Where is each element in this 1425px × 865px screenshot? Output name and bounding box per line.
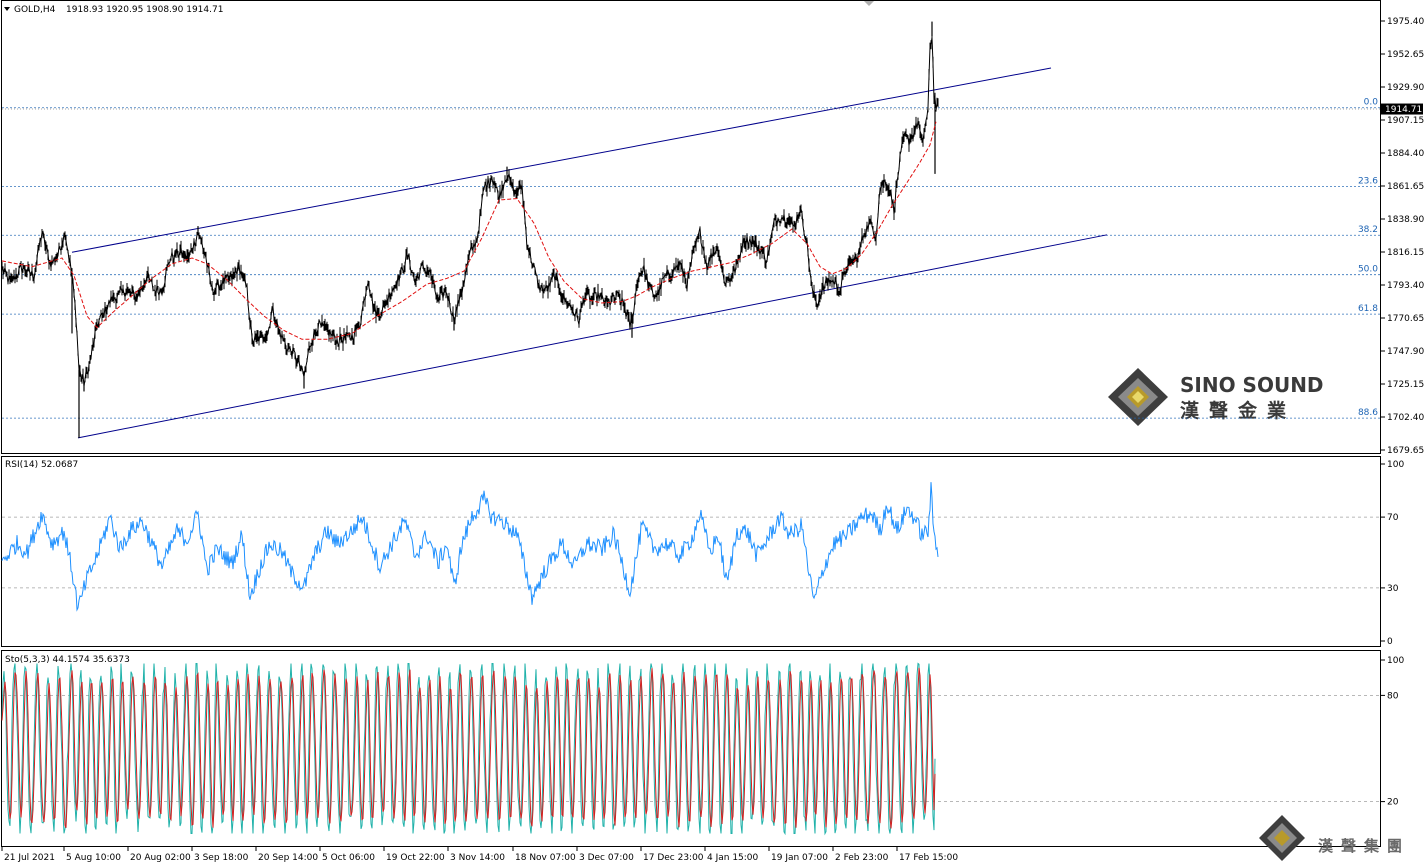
time-axis-label: 3 Nov 14:00 [450, 853, 505, 863]
price-close-line [1, 37, 939, 387]
price-axis-label: 1884.40 [1387, 149, 1424, 159]
stochastic-axis-label: 20 [1387, 798, 1399, 808]
price-axis-label: 1679.65 [1387, 446, 1424, 456]
fib-level-label: 61.8 [1358, 304, 1378, 314]
fib-level-label: 50.0 [1358, 265, 1378, 275]
price-plot: 0.0 23.6 38.2 50.0 61.8 88.6 [1, 21, 1380, 439]
price-axis-label: 1838.90 [1387, 215, 1424, 225]
price-axis-label: 1929.90 [1387, 83, 1424, 93]
price-axis-label: 1975.40 [1387, 17, 1424, 27]
sino-sound-logo [1108, 368, 1168, 426]
rsi-header: RSI(14) 52.0687 [5, 460, 78, 470]
symbol-label: GOLD,H4 [14, 5, 56, 15]
price-axis-label: 1816.15 [1387, 248, 1424, 258]
chart-menu-triangle-icon[interactable] [4, 7, 10, 11]
moving-average-line [1, 121, 937, 340]
fib-level-label: 88.6 [1358, 408, 1378, 418]
price-axis-label: 1725.15 [1387, 380, 1424, 390]
stochastic-plot [1, 662, 1380, 836]
rsi-panel[interactable] [1, 456, 1381, 647]
rsi-plot [1, 482, 1380, 612]
stochastic-axis-label: 80 [1387, 691, 1399, 701]
price-axis-label: 1952.65 [1387, 50, 1424, 60]
fib-level-label: 23.6 [1358, 177, 1378, 187]
time-axis-label: 20 Aug 02:00 [130, 853, 191, 863]
channel-upper-line [71, 67, 1052, 253]
price-axis-label: 1747.90 [1387, 347, 1424, 357]
brand-watermark: SINO SOUND 漢聲金業 [1108, 368, 1324, 426]
price-axis-label: 1907.15 [1387, 116, 1424, 126]
time-axis-label: 18 Nov 07:00 [515, 853, 576, 863]
ohlc-values: 1918.93 1920.95 1908.90 1914.71 [66, 5, 223, 15]
price-panel[interactable] [1, 0, 1381, 454]
stochastic-header: Sto(5,3,3) 44.1574 35.6373 [5, 655, 130, 665]
price-axis-label: 1861.65 [1387, 182, 1424, 192]
time-axis-label: 20 Sep 14:00 [258, 853, 318, 863]
rsi-axis-label: 100 [1387, 460, 1404, 470]
time-axis-label: 2 Feb 23:00 [835, 853, 889, 863]
stochastic-main-line [1, 662, 936, 836]
fib-level-label: 0.0 [1364, 98, 1379, 108]
rsi-axis-label: 30 [1387, 584, 1399, 594]
time-axis-label: 17 Dec 23:00 [643, 853, 704, 863]
channel-lower-line [77, 234, 1108, 439]
axes: 1975.40 1952.65 1929.90 1907.15 1884.40 1861.… [1, 17, 1424, 863]
brand-corner: 漢聲集團 [1259, 815, 1410, 861]
corner-logo [1259, 815, 1305, 861]
brand-name-cn: 漢聲金業 [1180, 399, 1296, 422]
time-axis-label: 21 Jul 2021 [4, 853, 55, 863]
stochastic-axis-label: 100 [1387, 656, 1404, 666]
brand-name-en: SINO SOUND [1180, 373, 1324, 397]
scroll-marker-icon[interactable] [864, 1, 874, 6]
time-axis-label: 5 Oct 06:00 [322, 853, 375, 863]
time-axis-label: 4 Jan 15:00 [707, 853, 759, 863]
time-axis-label: 3 Dec 07:00 [579, 853, 634, 863]
time-axis-label: 19 Jan 07:00 [771, 853, 828, 863]
rsi-axis-label: 70 [1387, 513, 1399, 523]
time-axis-label: 17 Feb 15:00 [899, 853, 958, 863]
fib-level-label: 38.2 [1358, 225, 1378, 235]
current-price-label: 1914.71 [1385, 105, 1422, 115]
time-axis-label: 19 Oct 22:00 [386, 853, 445, 863]
current-price-tag: 1914.71 [1381, 103, 1423, 115]
brand-corner-text: 漢聲集團 [1318, 837, 1410, 855]
time-axis-label: 5 Aug 10:00 [66, 853, 121, 863]
price-axis-label: 1770.65 [1387, 314, 1424, 324]
rsi-line [1, 482, 939, 612]
rsi-axis-label: 0 [1387, 637, 1393, 647]
stochastic-signal-line [1, 667, 936, 829]
price-axis-label: 1702.40 [1387, 413, 1424, 423]
price-axis-label: 1793.40 [1387, 281, 1424, 291]
time-axis-label: 3 Sep 18:00 [194, 853, 249, 863]
